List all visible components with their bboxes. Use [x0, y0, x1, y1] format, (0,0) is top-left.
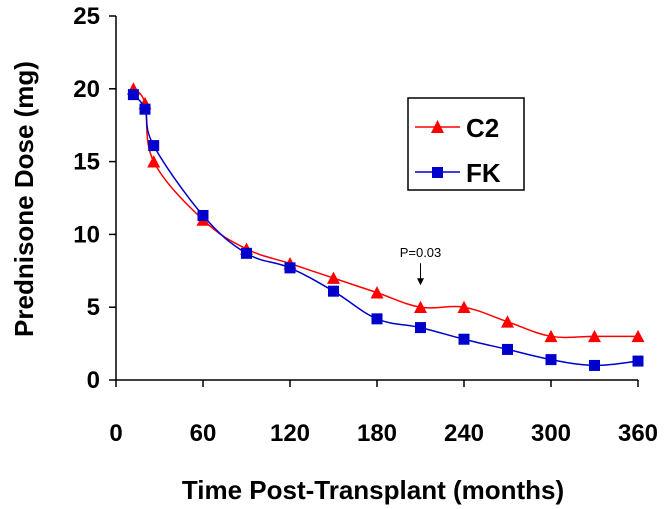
annotation-layer: P=0.03	[400, 245, 442, 286]
annotation-arrow-head	[417, 278, 424, 286]
data-point-fk	[632, 355, 644, 367]
series-fk	[127, 89, 644, 371]
data-point-c2	[631, 329, 645, 343]
data-point-fk	[284, 262, 296, 274]
y-axis-title: Prednisone Dose (mg)	[9, 61, 39, 337]
y-tick-label: 25	[73, 3, 100, 30]
data-point-c2	[414, 300, 427, 314]
x-tick-label: 60	[190, 420, 217, 447]
x-tick-label: 360	[618, 420, 658, 447]
x-tick-label: 120	[270, 420, 310, 447]
data-point-c2	[147, 155, 161, 168]
annotation-text: P=0.03	[400, 245, 442, 260]
legend-box	[407, 97, 525, 191]
data-point-c2	[370, 286, 384, 299]
legend-marker-c2	[431, 120, 444, 133]
data-point-fk	[502, 343, 513, 355]
x-tick-label: 0	[109, 420, 122, 447]
data-point-fk	[589, 359, 600, 371]
data-point-c2	[501, 315, 514, 328]
series-layer	[126, 82, 645, 371]
data-point-fk	[371, 313, 383, 325]
data-point-c2	[544, 329, 558, 343]
data-point-fk	[148, 140, 160, 152]
data-point-fk	[328, 285, 339, 297]
legend-marker-fk	[432, 167, 443, 178]
y-tick-label: 0	[87, 367, 100, 394]
x-tick-label: 180	[357, 420, 397, 447]
x-axis-title: Time Post-Transplant (months)	[182, 475, 564, 505]
data-point-fk	[415, 322, 426, 334]
legend-label-fk: FK	[466, 158, 501, 188]
y-tick-label: 15	[73, 149, 100, 176]
legend: C2 FK	[407, 97, 525, 191]
y-tick-label: 10	[73, 221, 100, 248]
data-point-c2	[327, 271, 340, 284]
data-point-fk	[197, 209, 209, 221]
data-point-c2	[588, 329, 601, 343]
data-point-fk	[545, 354, 557, 366]
data-point-fk	[139, 103, 151, 115]
x-tick-label: 300	[531, 420, 571, 447]
y-tick-label: 5	[87, 294, 100, 321]
data-point-fk	[241, 247, 252, 259]
x-tick-label: 240	[444, 420, 484, 447]
series-line-fk	[132, 94, 639, 367]
y-tick-label: 20	[73, 76, 100, 103]
legend-label-c2: C2	[466, 113, 499, 143]
series-line-c2	[132, 88, 638, 339]
data-point-fk	[127, 89, 139, 101]
data-point-c2	[457, 300, 471, 314]
axes: 0 5 10 15 20 25 0 60 120 180 240 300 360	[73, 3, 658, 447]
data-point-fk	[458, 333, 470, 345]
